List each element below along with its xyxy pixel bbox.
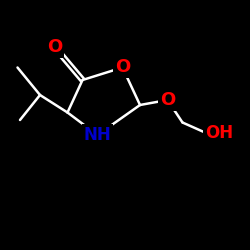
- Text: OH: OH: [205, 124, 233, 142]
- Text: O: O: [160, 91, 175, 109]
- Text: O: O: [115, 58, 130, 76]
- Text: O: O: [48, 38, 63, 56]
- Text: NH: NH: [84, 126, 112, 144]
